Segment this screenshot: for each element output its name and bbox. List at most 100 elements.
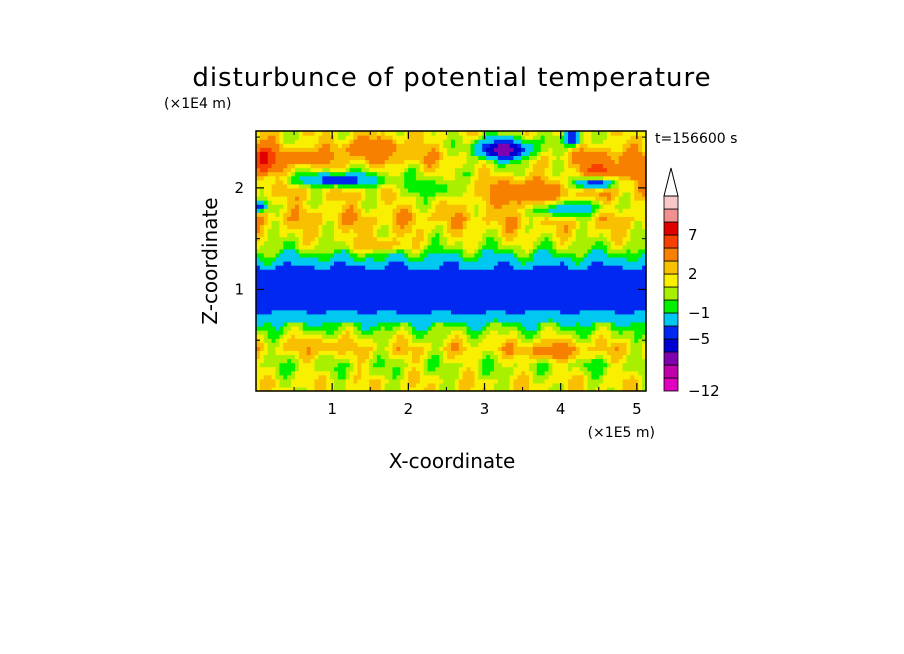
heatmap-cell xyxy=(630,334,635,339)
heatmap-cell xyxy=(287,212,292,217)
heatmap-cell xyxy=(638,309,643,315)
heatmap-cell xyxy=(571,220,577,226)
heatmap-cell xyxy=(357,326,362,331)
heatmap-cell xyxy=(334,354,339,360)
heatmap-cell xyxy=(532,220,538,226)
heatmap-cell xyxy=(396,212,401,217)
heatmap-cell xyxy=(603,273,608,278)
heatmap-cell xyxy=(544,252,550,258)
heatmap-cell xyxy=(517,220,522,226)
heatmap-cell xyxy=(267,362,273,368)
heatmap-cell xyxy=(322,321,327,327)
heatmap-cell xyxy=(517,240,522,246)
heatmap-cell xyxy=(490,285,495,291)
heatmap-cell xyxy=(353,293,358,299)
heatmap-cell xyxy=(490,281,495,286)
heatmap-cell xyxy=(295,248,300,254)
heatmap-cell xyxy=(622,354,628,360)
heatmap-cell xyxy=(283,277,288,282)
heatmap-cell xyxy=(396,191,401,197)
heatmap-cell xyxy=(439,220,444,226)
heatmap-cell xyxy=(373,285,378,291)
heatmap-cell xyxy=(439,338,444,343)
heatmap-cell xyxy=(478,256,483,262)
heatmap-cell xyxy=(392,261,397,266)
heatmap-cell xyxy=(642,285,647,291)
heatmap-cell xyxy=(291,326,296,331)
heatmap-cell xyxy=(513,236,518,242)
heatmap-cell xyxy=(521,204,526,209)
heatmap-cell xyxy=(599,212,604,217)
heatmap-cell xyxy=(357,261,362,266)
heatmap-cell xyxy=(361,342,366,347)
heatmap-cell xyxy=(318,309,323,315)
heatmap-cell xyxy=(610,342,616,347)
heatmap-cell xyxy=(302,220,308,226)
heatmap-cell xyxy=(271,224,277,230)
heatmap-cell xyxy=(638,212,643,217)
heatmap-cell xyxy=(474,196,479,201)
heatmap-cell xyxy=(404,346,409,351)
heatmap-cell xyxy=(451,208,456,213)
heatmap-cell xyxy=(392,378,397,384)
heatmap-cell xyxy=(415,212,421,217)
heatmap-cell xyxy=(306,309,312,315)
heatmap-cell xyxy=(326,252,331,258)
heatmap-cell xyxy=(404,342,409,347)
heatmap-cell xyxy=(384,236,390,242)
heatmap-cell xyxy=(587,212,592,217)
heatmap-cell xyxy=(396,289,401,295)
heatmap-cell xyxy=(302,305,308,311)
heatmap-cell xyxy=(451,212,456,217)
heatmap-cell xyxy=(509,228,514,234)
heatmap-cell xyxy=(532,317,538,323)
heatmap-cell xyxy=(490,212,495,217)
heatmap-cell xyxy=(603,261,608,266)
heatmap-cell xyxy=(326,301,331,307)
heatmap-cell xyxy=(474,350,479,356)
heatmap-cell xyxy=(256,313,261,319)
heatmap-cell xyxy=(525,196,530,201)
heatmap-cell xyxy=(443,301,448,307)
heatmap-cell xyxy=(361,334,366,339)
heatmap-cell xyxy=(365,220,370,226)
heatmap-cell xyxy=(419,330,425,335)
heatmap-cell xyxy=(634,362,639,368)
heatmap-cell xyxy=(478,228,483,234)
heatmap-cell xyxy=(447,338,452,343)
heatmap-cell xyxy=(505,204,511,209)
heatmap-cell xyxy=(587,293,592,299)
heatmap-cell xyxy=(521,305,526,311)
heatmap-cell xyxy=(435,269,440,274)
heatmap-cell xyxy=(298,370,304,376)
heatmap-cell xyxy=(634,240,639,246)
heatmap-cell xyxy=(560,256,565,262)
heatmap-cell xyxy=(579,191,585,197)
heatmap-cell xyxy=(458,350,464,356)
heatmap-cell xyxy=(396,301,401,307)
heatmap-cell xyxy=(497,252,503,258)
heatmap-cell xyxy=(365,196,370,201)
heatmap-cell xyxy=(591,200,596,205)
heatmap-cell xyxy=(396,313,401,319)
heatmap-cell xyxy=(552,297,557,303)
heatmap-cell xyxy=(493,326,499,331)
heatmap-cell xyxy=(334,366,339,372)
heatmap-cell xyxy=(353,196,358,201)
heatmap-cell xyxy=(552,269,557,274)
heatmap-cell xyxy=(314,281,319,286)
heatmap-cell xyxy=(259,269,265,274)
heatmap-cell xyxy=(353,204,358,209)
heatmap-cell xyxy=(314,191,319,197)
heatmap-cell xyxy=(529,196,534,201)
heatmap-cell xyxy=(306,317,312,323)
heatmap-cell xyxy=(384,313,390,319)
heatmap-cell xyxy=(419,232,425,238)
heatmap-cell xyxy=(638,366,643,372)
heatmap-cell xyxy=(357,240,362,246)
heatmap-cell xyxy=(626,196,631,201)
heatmap-cell xyxy=(509,204,514,209)
heatmap-cell xyxy=(454,338,460,343)
heatmap-cell xyxy=(603,346,608,351)
heatmap-cell xyxy=(610,208,616,213)
